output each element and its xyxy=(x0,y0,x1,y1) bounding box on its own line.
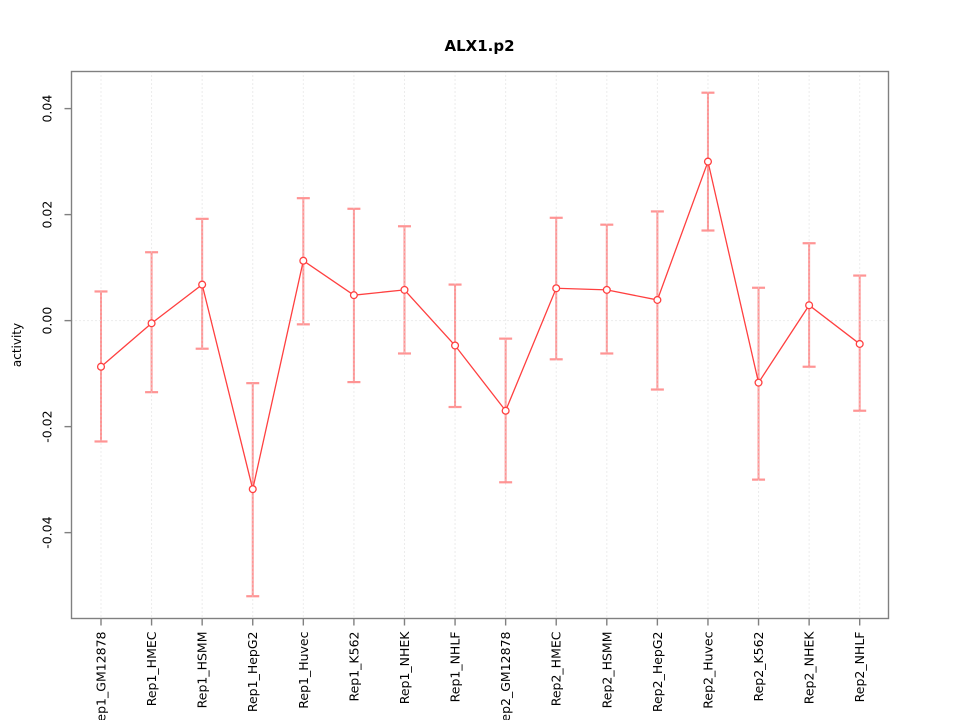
x-tick-label: Rep2_GM12878 xyxy=(498,631,513,720)
data-line xyxy=(100,159,861,490)
data-point xyxy=(349,291,358,300)
x-tick-label: Rep2_HSMM xyxy=(599,632,614,709)
x-tick-label: Rep1_K562 xyxy=(346,632,361,702)
x-tick-label: Rep1_Huvec xyxy=(296,631,311,708)
data-point xyxy=(653,295,662,304)
data-point xyxy=(147,319,156,328)
x-tick-label: Rep1_HMEC xyxy=(144,631,159,706)
data-point xyxy=(602,285,611,294)
data-point xyxy=(96,362,106,371)
x-tick-label: Rep1_HSMM xyxy=(195,632,210,709)
x-tick-label: Rep1_NHEK xyxy=(397,631,412,705)
x-tick-label: Rep2_HMEC xyxy=(549,631,564,706)
y-tick-label: 0.04 xyxy=(40,95,55,123)
x-tick-label: Rep1_GM12878 xyxy=(94,631,109,720)
data-point xyxy=(248,485,257,494)
y-tick-label: 0.02 xyxy=(40,201,55,229)
data-point xyxy=(552,284,561,293)
x-tick-label: Rep2_NHEK xyxy=(802,631,817,705)
data-point xyxy=(703,157,713,166)
data-point xyxy=(451,341,460,350)
y-tick-label: -0.02 xyxy=(40,410,55,442)
data-point xyxy=(855,339,864,348)
x-tick-label: Rep2_K562 xyxy=(751,632,766,702)
data-point xyxy=(198,280,207,289)
y-tick-label: 0.00 xyxy=(40,307,55,335)
y-tick-label: -0.04 xyxy=(40,516,55,548)
x-tick-label: Rep2_Huvec xyxy=(700,631,715,708)
plot-frame xyxy=(70,70,890,620)
data-point xyxy=(501,406,510,415)
data-point xyxy=(754,378,763,387)
x-tick-label: Rep2_NHLF xyxy=(852,632,867,703)
data-point xyxy=(299,256,308,265)
data-point xyxy=(805,301,814,310)
x-tick-label: Rep1_HepG2 xyxy=(245,632,260,713)
x-tick-label: Rep2_HepG2 xyxy=(650,632,665,713)
x-tick-label: Rep1_NHLF xyxy=(448,632,463,703)
data-point xyxy=(400,285,409,294)
chart-title: ALX1.p2 xyxy=(444,37,515,55)
